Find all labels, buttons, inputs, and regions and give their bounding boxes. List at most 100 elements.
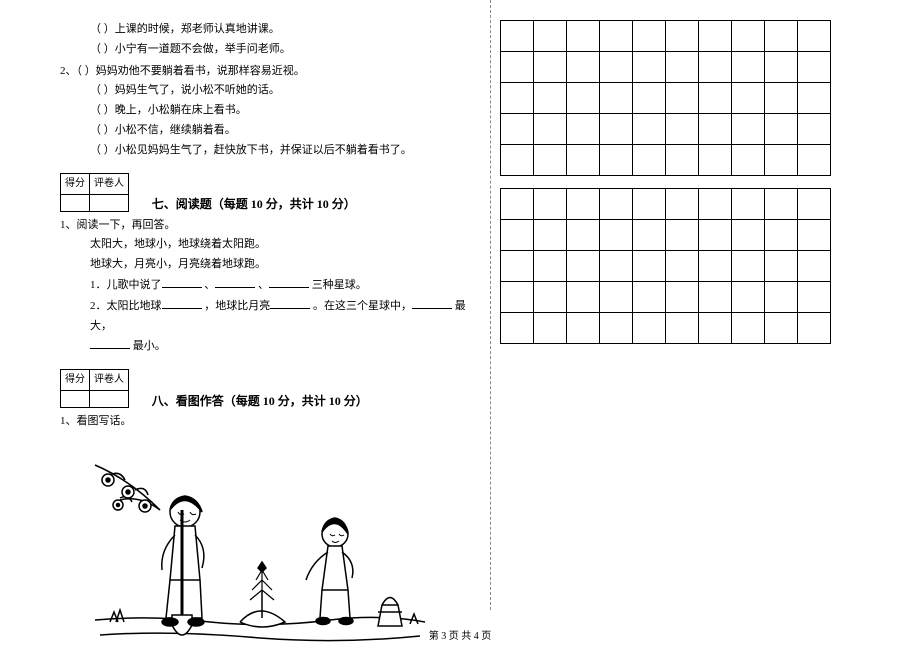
grid-cell — [732, 282, 765, 313]
grid-cell — [666, 21, 699, 52]
grid-cell — [633, 83, 666, 114]
grid-cell — [633, 52, 666, 83]
grid-cell — [798, 282, 831, 313]
grid-cell — [732, 189, 765, 220]
q2-line-b: （ ）晚上，小松躺在床上看书。 — [90, 101, 480, 121]
grid-cell — [765, 189, 798, 220]
grid-cell — [666, 114, 699, 145]
reading-sub3: 最小。 — [90, 336, 480, 357]
grid-cell — [765, 52, 798, 83]
q2-line-d: （ ）小松见妈妈生气了，赶快放下书，并保证以后不躺着看书了。 — [90, 141, 480, 161]
grid-cell — [699, 114, 732, 145]
grader-label: 评卷人 — [90, 370, 129, 391]
grid-cell — [600, 114, 633, 145]
grid-cell — [765, 282, 798, 313]
grid-cell — [534, 52, 567, 83]
grid-cell — [666, 282, 699, 313]
grid-cell — [567, 282, 600, 313]
grid-cell — [699, 21, 732, 52]
grid-cell — [798, 251, 831, 282]
writing-grid-2 — [500, 188, 831, 344]
blank — [215, 275, 255, 288]
reading-sub2: 2．太阳比地球 ，地球比月亮 。在这三个星球中， 最大， — [90, 296, 480, 337]
grid-cell — [501, 21, 534, 52]
grid-cell — [732, 21, 765, 52]
grid-cell — [567, 251, 600, 282]
grid-cell — [798, 313, 831, 344]
grid-cell — [765, 83, 798, 114]
blank — [90, 336, 130, 349]
grid-cell — [633, 313, 666, 344]
grid-cell — [534, 145, 567, 176]
grid-cell — [567, 189, 600, 220]
grid-cell — [600, 282, 633, 313]
grid-cell — [732, 313, 765, 344]
grid-cell — [699, 220, 732, 251]
score-label: 得分 — [61, 370, 90, 391]
grid-cell — [765, 145, 798, 176]
grid-cell — [699, 145, 732, 176]
grid-cell — [567, 145, 600, 176]
grid-cell — [798, 145, 831, 176]
grid-cell — [600, 145, 633, 176]
reading-sub1: 1．儿歌中说了 、 、 三种星球。 — [90, 275, 480, 296]
reading-line2: 地球大，月亮小，月亮绕着地球跑。 — [90, 255, 480, 275]
grid-cell — [798, 21, 831, 52]
grid-cell — [633, 21, 666, 52]
grid-cell — [567, 220, 600, 251]
grid-cell — [798, 114, 831, 145]
grid-cell — [534, 220, 567, 251]
q1-line-a: （ ）上课的时候，郑老师认真地讲课。 — [90, 20, 480, 40]
grid-cell — [501, 251, 534, 282]
section-7-header: 得分 评卷人 七、阅读题（每题 10 分，共计 10 分） — [60, 161, 480, 216]
grid-cell — [798, 189, 831, 220]
section-7-title: 七、阅读题（每题 10 分，共计 10 分） — [152, 194, 356, 216]
grid-cell — [534, 251, 567, 282]
grid-cell — [699, 83, 732, 114]
reading-line1: 太阳大，地球小，地球绕着太阳跑。 — [90, 235, 480, 255]
q2-first-line: 2、（ ）妈妈劝他不要躺着看书，说那样容易近视。 — [60, 62, 480, 82]
grid-cell — [732, 114, 765, 145]
grid-cell — [666, 220, 699, 251]
grid-cell — [501, 145, 534, 176]
grid-cell — [600, 21, 633, 52]
grid-cell — [732, 145, 765, 176]
q1-line-b: （ ）小宁有一道题不会做，举手问老师。 — [90, 40, 480, 60]
grid-cell — [600, 313, 633, 344]
grid-cell — [501, 220, 534, 251]
grid-cell — [732, 220, 765, 251]
grid-cell — [567, 114, 600, 145]
picture-q1: 1、看图写话。 — [60, 412, 480, 432]
grid-cell — [567, 83, 600, 114]
blank — [269, 275, 309, 288]
grid-cell — [567, 313, 600, 344]
blank — [270, 296, 310, 309]
grid-cell — [534, 83, 567, 114]
score-label: 得分 — [61, 173, 90, 194]
grid-cell — [765, 114, 798, 145]
grid-cell — [699, 52, 732, 83]
grid-cell — [765, 220, 798, 251]
grid-cell — [633, 145, 666, 176]
blank — [412, 296, 452, 309]
section-8-header: 得分 评卷人 八、看图作答（每题 10 分，共计 10 分） — [60, 357, 480, 412]
grid-cell — [534, 313, 567, 344]
grid-cell — [666, 189, 699, 220]
grid-cell — [534, 189, 567, 220]
grid-cell — [765, 21, 798, 52]
blank — [162, 275, 202, 288]
grid-cell — [732, 83, 765, 114]
grid-cell — [534, 114, 567, 145]
grid-cell — [501, 282, 534, 313]
grid-cell — [798, 52, 831, 83]
grid-cell — [600, 251, 633, 282]
grid-cell — [699, 313, 732, 344]
q2-line-a: （ ）妈妈生气了，说小松不听她的话。 — [90, 81, 480, 101]
score-box-8: 得分 评卷人 — [60, 369, 129, 408]
page-footer: 第 3 页 共 4 页 — [0, 627, 920, 642]
grid-cell — [501, 52, 534, 83]
grid-cell — [633, 114, 666, 145]
left-column: （ ）上课的时候，郑老师认真地讲课。 （ ）小宁有一道题不会做，举手问老师。 2… — [0, 0, 490, 650]
grid-cell — [699, 189, 732, 220]
grid-cell — [666, 145, 699, 176]
